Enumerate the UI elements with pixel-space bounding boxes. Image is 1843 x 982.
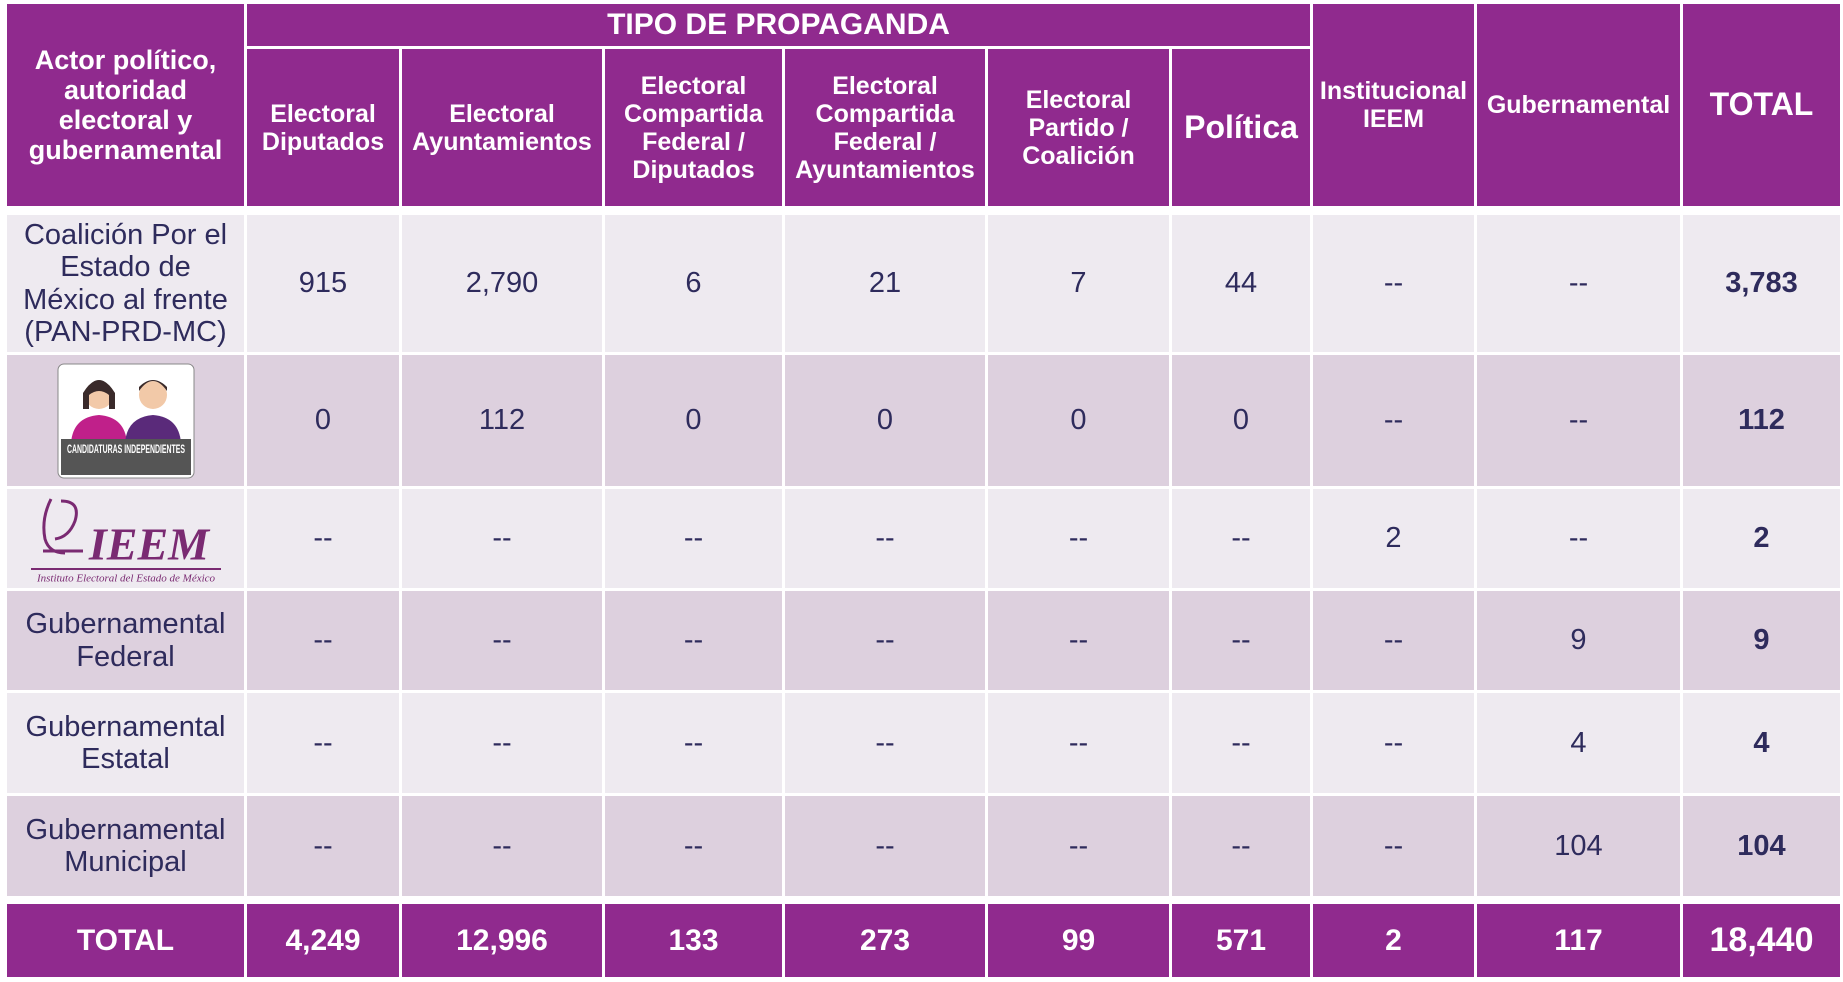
actor-label: Gubernamental Municipal — [7, 796, 244, 896]
row-total: 9 — [1683, 591, 1840, 690]
value-cell: -- — [605, 796, 782, 896]
column-header: Electoral Compartida Federal / Diputados — [605, 49, 782, 206]
group-header: TIPO DE PROPAGANDA — [247, 4, 1310, 46]
value-cell: -- — [988, 489, 1169, 588]
value-cell: -- — [402, 796, 602, 896]
column-total: 133 — [605, 904, 782, 977]
value-cell: -- — [1172, 693, 1310, 793]
value-cell: 0 — [605, 355, 782, 486]
value-cell: -- — [247, 693, 399, 793]
row-total: 104 — [1683, 796, 1840, 896]
logo-text: CANDIDATURAS INDEPENDIENTES — [67, 442, 185, 456]
value-cell: 915 — [247, 215, 399, 352]
column-header: Electoral Ayuntamientos — [402, 49, 602, 206]
column-total: 2 — [1313, 904, 1474, 977]
value-cell: -- — [402, 693, 602, 793]
total-label: TOTAL — [7, 904, 244, 977]
value-cell: -- — [1313, 215, 1474, 352]
actor-label: Gubernamental Estatal — [7, 693, 244, 793]
value-cell: -- — [1477, 215, 1680, 352]
value-cell: 4 — [1477, 693, 1680, 793]
actor-label: Gubernamental Federal — [7, 591, 244, 690]
column-total: 273 — [785, 904, 985, 977]
column-header: Gubernamental — [1477, 4, 1680, 206]
value-cell: -- — [247, 796, 399, 896]
value-cell: -- — [1313, 355, 1474, 486]
propaganda-table: Actor político, autoridad electoral y gu… — [7, 4, 1840, 977]
value-cell: 9 — [1477, 591, 1680, 690]
column-header: Institucional IEEM — [1313, 4, 1474, 206]
column-total: 99 — [988, 904, 1169, 977]
column-header: Electoral Compartida Federal / Ayuntamie… — [785, 49, 985, 206]
column-header: Electoral Partido / Coalición — [988, 49, 1169, 206]
value-cell: -- — [605, 591, 782, 690]
logo-mark: IEEM — [87, 519, 210, 570]
value-cell: 0 — [988, 355, 1169, 486]
value-cell: -- — [1172, 796, 1310, 896]
value-cell: -- — [247, 489, 399, 588]
value-cell: 112 — [402, 355, 602, 486]
column-total: 117 — [1477, 904, 1680, 977]
value-cell: -- — [1313, 591, 1474, 690]
ieem-logo: IEEM Instituto Electoral del Estado de M… — [30, 498, 221, 585]
actor-label: Coalición Por el Estado de México al fre… — [7, 215, 244, 352]
value-cell: -- — [605, 489, 782, 588]
value-cell: -- — [785, 489, 985, 588]
value-cell: 2,790 — [402, 215, 602, 352]
value-cell: 44 — [1172, 215, 1310, 352]
actor-logo: IEEM Instituto Electoral del Estado de M… — [7, 489, 244, 588]
value-cell: -- — [402, 489, 602, 588]
value-cell: -- — [785, 693, 985, 793]
value-cell: -- — [1313, 796, 1474, 896]
row-total: 2 — [1683, 489, 1840, 588]
actor-header: Actor político, autoridad electoral y gu… — [7, 4, 244, 206]
independent-logo: CANDIDATURAS INDEPENDIENTES — [57, 363, 194, 478]
value-cell: 104 — [1477, 796, 1680, 896]
actor-logo: CANDIDATURAS INDEPENDIENTES — [7, 355, 244, 486]
value-cell: 7 — [988, 215, 1169, 352]
value-cell: -- — [1172, 591, 1310, 690]
grand-total: 18,440 — [1683, 904, 1840, 977]
row-total: 4 — [1683, 693, 1840, 793]
column-total: 4,249 — [247, 904, 399, 977]
value-cell: -- — [1477, 355, 1680, 486]
value-cell: -- — [785, 796, 985, 896]
row-total: 112 — [1683, 355, 1840, 486]
value-cell: -- — [1313, 693, 1474, 793]
value-cell: 0 — [1172, 355, 1310, 486]
value-cell: -- — [605, 693, 782, 793]
value-cell: -- — [247, 591, 399, 690]
value-cell: -- — [988, 796, 1169, 896]
value-cell: 0 — [785, 355, 985, 486]
column-total: 12,996 — [402, 904, 602, 977]
value-cell: -- — [1477, 489, 1680, 588]
value-cell: 21 — [785, 215, 985, 352]
logo-caption: Instituto Electoral del Estado de México — [35, 573, 215, 585]
value-cell: -- — [785, 591, 985, 690]
value-cell: 0 — [247, 355, 399, 486]
value-cell: 6 — [605, 215, 782, 352]
column-header: Electoral Diputados — [247, 49, 399, 206]
value-cell: 2 — [1313, 489, 1474, 588]
row-total: 3,783 — [1683, 215, 1840, 352]
value-cell: -- — [988, 693, 1169, 793]
value-cell: -- — [402, 591, 602, 690]
column-total: 571 — [1172, 904, 1310, 977]
value-cell: -- — [1172, 489, 1310, 588]
column-header: Política — [1172, 49, 1310, 206]
value-cell: -- — [988, 591, 1169, 690]
column-header: TOTAL — [1683, 4, 1840, 206]
